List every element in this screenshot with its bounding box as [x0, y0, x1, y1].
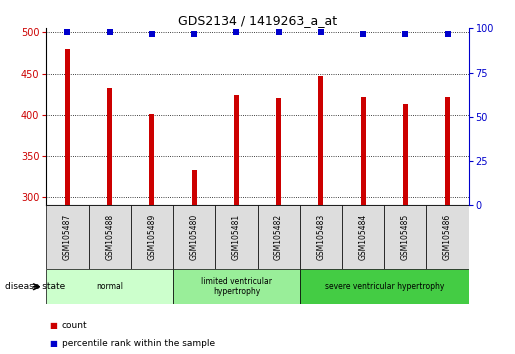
- Text: limited ventricular
hypertrophy: limited ventricular hypertrophy: [201, 277, 272, 296]
- Bar: [149, 114, 154, 205]
- Point: [106, 29, 114, 35]
- Bar: [173, 269, 300, 304]
- Text: ■: ■: [49, 321, 57, 330]
- Bar: [342, 205, 384, 269]
- Text: GSM105483: GSM105483: [316, 214, 325, 260]
- Text: GSM105482: GSM105482: [274, 214, 283, 260]
- Bar: [276, 98, 281, 205]
- Bar: [89, 205, 131, 269]
- Text: percentile rank within the sample: percentile rank within the sample: [62, 339, 215, 348]
- Point: [443, 31, 452, 36]
- Point: [401, 31, 409, 36]
- Title: GDS2134 / 1419263_a_at: GDS2134 / 1419263_a_at: [178, 14, 337, 27]
- Bar: [234, 95, 239, 205]
- Bar: [360, 97, 366, 205]
- Bar: [300, 269, 469, 304]
- Text: GSM105481: GSM105481: [232, 214, 241, 260]
- Text: GSM105487: GSM105487: [63, 214, 72, 260]
- Point: [190, 31, 198, 36]
- Bar: [403, 104, 408, 205]
- Bar: [131, 205, 173, 269]
- Bar: [46, 205, 89, 269]
- Bar: [173, 205, 215, 269]
- Point: [274, 29, 283, 35]
- Text: GSM105488: GSM105488: [105, 214, 114, 260]
- Bar: [215, 205, 258, 269]
- Text: GSM105484: GSM105484: [358, 214, 368, 260]
- Bar: [318, 76, 323, 205]
- Bar: [300, 205, 342, 269]
- Point: [148, 31, 156, 36]
- Text: GSM105489: GSM105489: [147, 214, 157, 260]
- Point: [63, 29, 72, 35]
- Bar: [384, 205, 426, 269]
- Bar: [46, 269, 173, 304]
- Bar: [192, 170, 197, 205]
- Text: GSM105480: GSM105480: [190, 214, 199, 260]
- Text: GSM105486: GSM105486: [443, 214, 452, 260]
- Bar: [107, 88, 112, 205]
- Point: [232, 29, 241, 35]
- Text: count: count: [62, 321, 88, 330]
- Text: disease state: disease state: [5, 282, 65, 291]
- Point: [317, 29, 325, 35]
- Bar: [445, 97, 450, 205]
- Text: severe ventricular hypertrophy: severe ventricular hypertrophy: [324, 282, 444, 291]
- Text: GSM105485: GSM105485: [401, 214, 410, 260]
- Text: ■: ■: [49, 339, 57, 348]
- Point: [359, 31, 367, 36]
- Bar: [258, 205, 300, 269]
- Text: normal: normal: [96, 282, 123, 291]
- Bar: [65, 49, 70, 205]
- Bar: [426, 205, 469, 269]
